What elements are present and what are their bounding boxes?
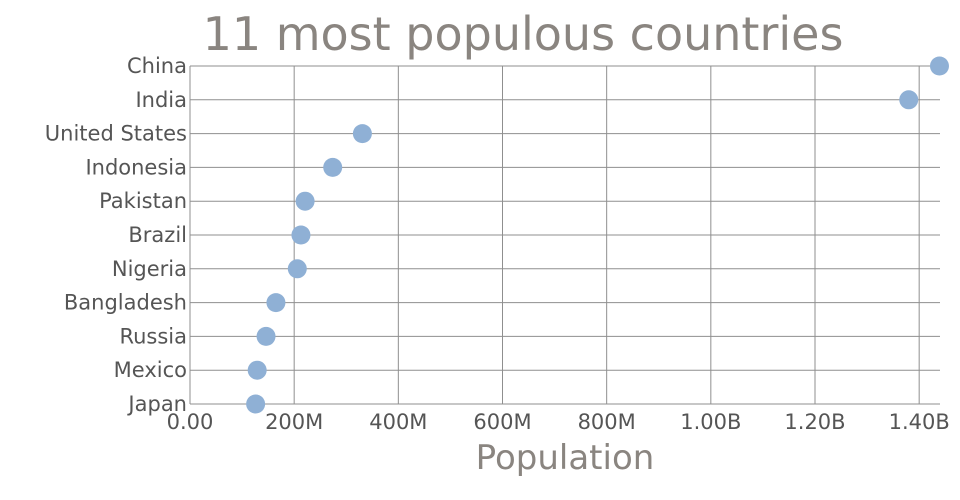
category-labels: China India United States Indonesia Pakistan… — [45, 54, 187, 416]
category-label: Indonesia — [85, 155, 187, 179]
data-points — [246, 56, 949, 414]
category-label: Japan — [126, 392, 187, 416]
x-tick-label: 1.40B — [889, 410, 950, 434]
x-tick-label: 200M — [265, 410, 323, 434]
category-label: Bangladesh — [64, 291, 187, 315]
category-label: Mexico — [114, 358, 187, 382]
x-axis-label: Population — [476, 438, 655, 478]
x-tick-label: 800M — [578, 410, 636, 434]
data-point[interactable] — [291, 225, 311, 245]
category-label: Brazil — [128, 223, 187, 247]
category-label: United States — [45, 122, 187, 146]
data-point[interactable] — [352, 124, 372, 144]
x-tick-label: 1.00B — [680, 410, 741, 434]
x-tick-label: 1.20B — [784, 410, 845, 434]
category-label: Pakistan — [99, 189, 187, 213]
chart-title: 11 most populous countries — [203, 7, 844, 61]
data-point[interactable] — [323, 157, 343, 177]
category-label: Nigeria — [112, 257, 187, 281]
data-point[interactable] — [295, 191, 315, 211]
x-tick-labels: 0.00 200M 400M 600M 800M 1.00B 1.20B 1.40B — [167, 410, 950, 434]
x-tick-label: 0.00 — [167, 410, 214, 434]
data-point[interactable] — [287, 259, 307, 279]
data-point[interactable] — [899, 90, 919, 110]
x-tick-label: 600M — [473, 410, 531, 434]
data-point[interactable] — [246, 394, 266, 414]
x-tick-label: 400M — [369, 410, 427, 434]
category-label: China — [127, 54, 187, 78]
category-label: Russia — [119, 324, 187, 348]
category-label: India — [135, 88, 187, 112]
data-point[interactable] — [929, 56, 949, 76]
data-point[interactable] — [256, 326, 276, 346]
data-point[interactable] — [266, 293, 286, 313]
data-point[interactable] — [247, 360, 267, 380]
